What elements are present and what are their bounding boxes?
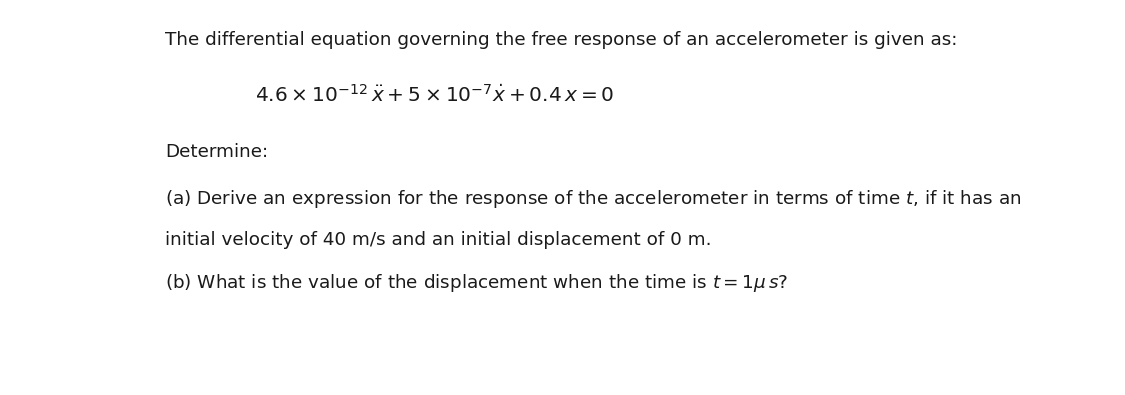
Text: Determine:: Determine: <box>165 143 268 161</box>
Text: (a) Derive an expression for the response of the accelerometer in terms of time : (a) Derive an expression for the respons… <box>165 188 1022 210</box>
Text: initial velocity of 40 m/s and an initial displacement of 0 m.: initial velocity of 40 m/s and an initia… <box>165 231 711 249</box>
Text: (b) What is the value of the displacement when the time is $t = 1\mu\, s$?: (b) What is the value of the displacemen… <box>165 272 789 294</box>
Text: The differential equation governing the free response of an accelerometer is giv: The differential equation governing the … <box>165 31 957 49</box>
Text: $4.6 \times 10^{-12}\,\ddot{x} + 5 \times 10^{-7}\dot{x} + 0.4\,x = 0$: $4.6 \times 10^{-12}\,\ddot{x} + 5 \time… <box>255 84 614 106</box>
